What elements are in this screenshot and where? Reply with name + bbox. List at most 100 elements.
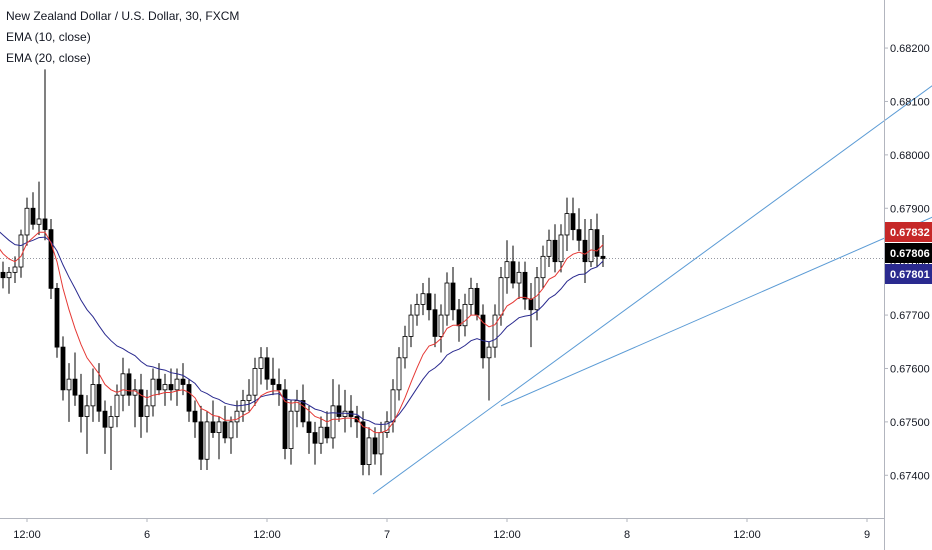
price-tick-label: 0.67400 [890,470,930,482]
symbol-title[interactable]: New Zealand Dollar / U.S. Dollar, 30, FX… [6,9,240,23]
price-tick-label: 0.67600 [890,363,930,375]
candle [66,363,72,422]
candle-body [576,229,582,241]
candle-body [42,218,48,231]
ema20-price-badge-label: 0.67801 [890,269,930,281]
candle-body [30,207,36,225]
candle-body [144,405,150,417]
candle-body [108,416,114,428]
candle-body [420,293,426,305]
candle-body [492,314,498,348]
candle-body [228,421,234,439]
candle [552,224,558,273]
candle [486,341,492,401]
candle [6,267,12,294]
trendline [500,216,932,407]
candle [408,304,414,348]
candle [372,427,378,465]
time-tick-label: 7 [384,529,390,541]
candle-body [66,378,72,391]
candle-body [546,239,552,257]
candle [90,368,96,422]
candle [480,304,486,369]
candle [102,400,108,454]
candle-body [114,394,120,417]
candle [594,213,600,268]
candle [450,267,456,321]
candle-body [582,239,588,263]
candle-body [270,378,276,385]
candle [156,363,162,396]
candle-body [168,384,174,391]
candle-body [456,309,462,327]
time-tick-label: 12:00 [493,529,521,541]
candle [42,69,48,241]
candle [114,384,120,428]
price-tick-label: 0.67700 [890,310,930,322]
candle [24,197,30,246]
candle-body [510,261,516,284]
candle-body [366,437,372,465]
candle [330,379,336,449]
ema20-legend[interactable]: EMA (20, close) [6,51,91,65]
candle-body [360,421,366,465]
candle-body [450,282,456,311]
candle [120,357,126,412]
candle-body [300,400,306,423]
time-tick-label: 12:00 [253,529,281,541]
candle [186,379,192,422]
candle-body [276,384,282,391]
candle-body [18,234,24,268]
candle [414,293,420,326]
candle-body [60,346,66,391]
ema10-price-badge-bg [885,222,932,242]
candle-body [180,378,186,385]
candles-layer [0,69,606,476]
candle-body [282,389,288,449]
candle-body [102,410,108,428]
candle-body [408,314,414,337]
candle [402,325,408,369]
candle [60,336,66,401]
candle-body [402,336,408,359]
candle-body [222,421,228,439]
candle [144,389,150,433]
price-tick-label: 0.68200 [890,43,930,55]
candle [360,411,366,476]
candle [174,368,180,406]
candle [30,192,36,230]
candle [546,229,552,268]
candle-body [174,378,180,391]
ema20-price-badge-bg [885,264,932,284]
ema10-line [0,231,604,434]
candle-body [78,394,84,417]
candle-body [558,234,564,263]
candle-body [594,229,600,257]
candle [306,405,312,454]
candle [270,357,276,396]
ema10-price-badge: 0.67832 [885,222,932,242]
price-tick-label: 0.67500 [890,417,930,429]
candle-body [12,266,18,273]
candle-body [216,421,222,433]
candle [378,421,384,476]
candle [348,395,354,428]
candle-body [426,293,432,311]
candle-body [36,218,42,225]
candle-body [84,405,90,417]
candle-body [156,378,162,391]
ema-layer [0,231,604,434]
ema10-legend[interactable]: EMA (10, close) [6,30,91,44]
time-tick-label: 6 [144,529,150,541]
chart-legend: New Zealand Dollar / U.S. Dollar, 30, FX… [6,6,239,69]
time-axis[interactable]: 12:00 6 12:00 7 12:00 8 12:00 9 [13,518,870,541]
candle-body [264,357,270,380]
candle-body [414,303,420,316]
candle-body [438,314,444,337]
candle [312,421,318,465]
candle [342,389,348,433]
candle [582,218,588,284]
candle [126,368,132,406]
candle-body [246,394,252,401]
